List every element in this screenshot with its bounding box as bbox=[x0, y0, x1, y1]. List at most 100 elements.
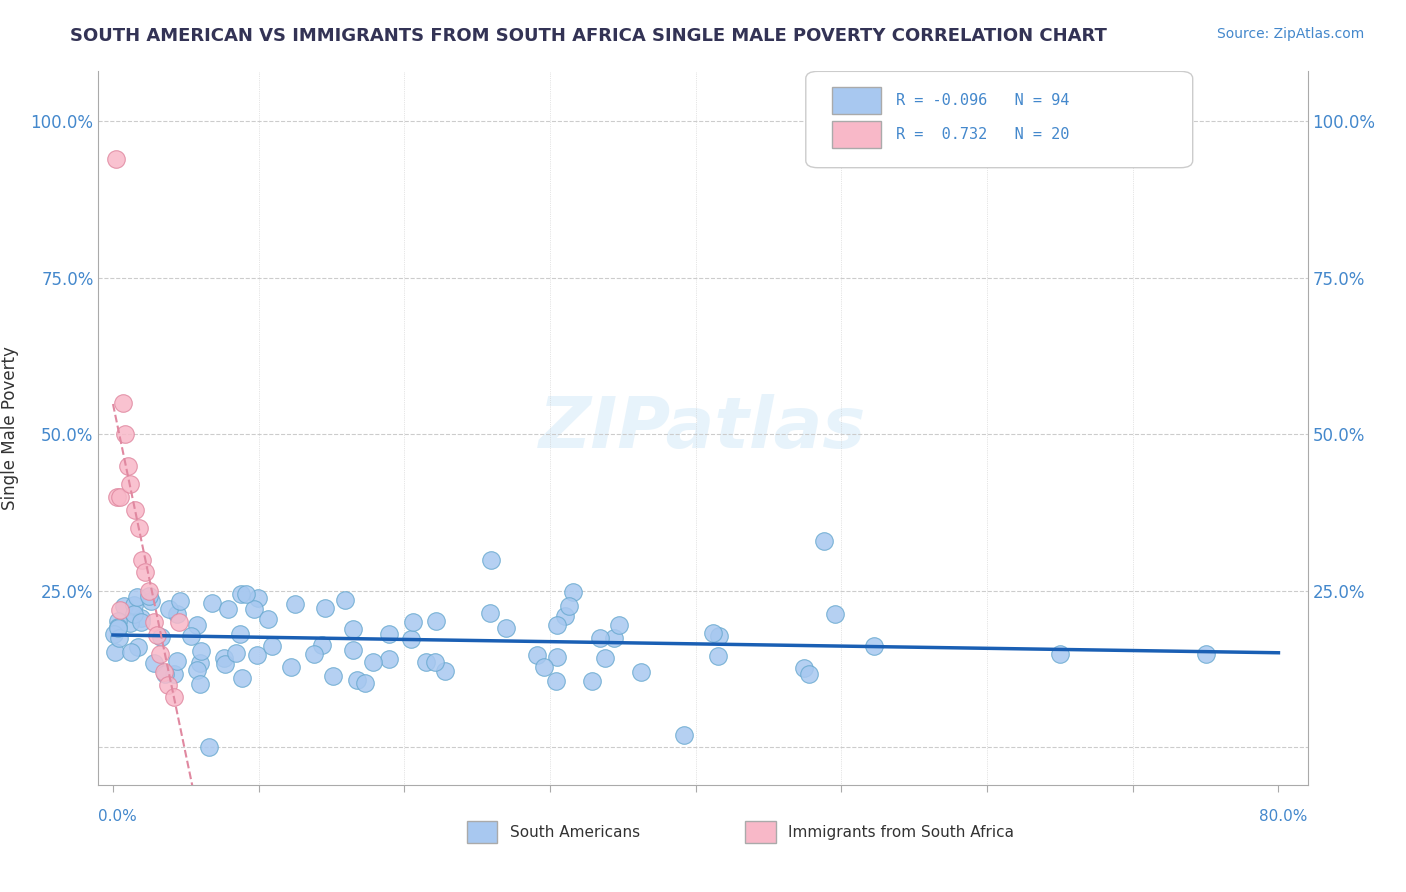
Text: Source: ZipAtlas.com: Source: ZipAtlas.com bbox=[1216, 27, 1364, 41]
Point bbox=[593, 651, 616, 665]
Point bbox=[706, 648, 728, 663]
Point bbox=[246, 648, 269, 662]
Point bbox=[166, 654, 188, 668]
Point bbox=[793, 661, 815, 675]
Point bbox=[495, 621, 517, 635]
Point bbox=[231, 671, 253, 685]
Point bbox=[797, 667, 820, 681]
Point bbox=[673, 728, 696, 742]
Point bbox=[186, 618, 208, 632]
Point bbox=[134, 565, 156, 579]
Point bbox=[163, 690, 186, 705]
Point bbox=[139, 593, 162, 607]
Point bbox=[112, 599, 135, 613]
Point bbox=[709, 629, 731, 643]
Y-axis label: Single Male Poverty: Single Male Poverty bbox=[1, 346, 20, 510]
Point bbox=[214, 657, 236, 671]
Point bbox=[186, 663, 208, 677]
Point bbox=[229, 586, 252, 600]
Point bbox=[425, 614, 447, 628]
Point bbox=[260, 639, 283, 653]
Point bbox=[314, 601, 336, 615]
Point bbox=[127, 640, 149, 654]
Point bbox=[533, 660, 555, 674]
Point bbox=[155, 666, 177, 681]
Point bbox=[284, 597, 307, 611]
Point bbox=[346, 673, 368, 687]
Point bbox=[361, 656, 384, 670]
Point bbox=[280, 660, 302, 674]
Point bbox=[107, 621, 129, 635]
Point bbox=[399, 632, 422, 646]
Point bbox=[378, 627, 401, 641]
Point bbox=[212, 650, 235, 665]
Bar bbox=[745, 821, 776, 844]
Point bbox=[235, 587, 257, 601]
Bar bbox=[467, 821, 498, 844]
Point bbox=[108, 631, 131, 645]
Point bbox=[117, 458, 139, 473]
Point bbox=[425, 655, 447, 669]
Point bbox=[149, 647, 172, 661]
Point bbox=[1194, 647, 1216, 661]
Text: SOUTH AMERICAN VS IMMIGRANTS FROM SOUTH AFRICA SINGLE MALE POVERTY CORRELATION C: SOUTH AMERICAN VS IMMIGRANTS FROM SOUTH … bbox=[70, 27, 1107, 45]
Point bbox=[145, 628, 167, 642]
Point bbox=[120, 615, 142, 630]
Point bbox=[243, 602, 266, 616]
Point bbox=[105, 490, 128, 504]
Point bbox=[603, 631, 626, 645]
Point bbox=[824, 607, 846, 622]
Point bbox=[124, 599, 146, 613]
Point bbox=[342, 623, 364, 637]
Point bbox=[311, 638, 333, 652]
Point bbox=[157, 602, 180, 616]
Text: ZIPatlas: ZIPatlas bbox=[540, 393, 866, 463]
Point bbox=[402, 615, 425, 629]
Text: R = -0.096   N = 94: R = -0.096 N = 94 bbox=[897, 93, 1070, 108]
Text: South Americans: South Americans bbox=[509, 824, 640, 839]
Point bbox=[112, 396, 135, 410]
Point bbox=[129, 611, 152, 625]
Text: R =  0.732   N = 20: R = 0.732 N = 20 bbox=[897, 127, 1070, 142]
Point bbox=[104, 645, 127, 659]
Point bbox=[198, 740, 221, 755]
Point bbox=[607, 618, 630, 632]
Point bbox=[122, 607, 145, 621]
Point bbox=[546, 649, 568, 664]
Point bbox=[630, 665, 652, 679]
Point bbox=[110, 603, 132, 617]
Point bbox=[114, 427, 136, 442]
Point bbox=[200, 596, 222, 610]
Point bbox=[153, 665, 176, 680]
Point bbox=[131, 552, 153, 566]
Point bbox=[120, 644, 142, 658]
Bar bbox=[832, 120, 880, 148]
Point bbox=[166, 607, 188, 621]
FancyBboxPatch shape bbox=[806, 71, 1192, 168]
Point bbox=[546, 618, 568, 632]
Point bbox=[104, 152, 127, 166]
Point bbox=[107, 614, 129, 628]
Point bbox=[478, 607, 501, 621]
Point bbox=[138, 589, 160, 603]
Point bbox=[342, 643, 364, 657]
Point bbox=[218, 602, 240, 616]
Text: 80.0%: 80.0% bbox=[1260, 809, 1308, 823]
Point bbox=[127, 590, 149, 604]
Point bbox=[163, 667, 186, 681]
Bar bbox=[832, 87, 880, 114]
Point bbox=[415, 656, 437, 670]
Point bbox=[433, 664, 456, 678]
Point bbox=[554, 609, 576, 624]
Point bbox=[228, 627, 250, 641]
Point bbox=[479, 552, 502, 566]
Point bbox=[157, 678, 180, 692]
Point bbox=[143, 657, 166, 671]
Point bbox=[702, 626, 724, 640]
Text: Immigrants from South Africa: Immigrants from South Africa bbox=[787, 824, 1014, 839]
Point bbox=[589, 631, 612, 645]
Point bbox=[558, 599, 581, 614]
Point bbox=[546, 673, 568, 688]
Point bbox=[322, 669, 344, 683]
Point bbox=[581, 674, 603, 689]
